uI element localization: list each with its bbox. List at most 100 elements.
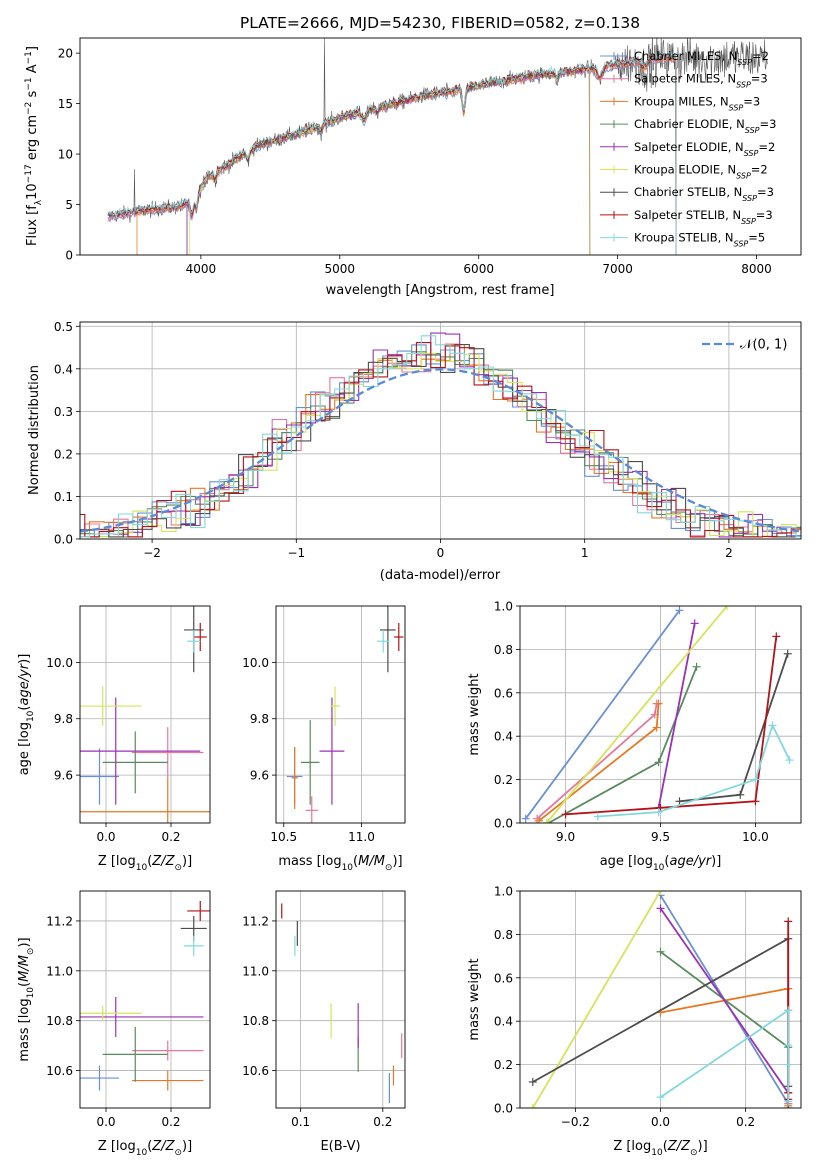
label-part: )] bbox=[711, 854, 721, 869]
model-kroupa-stelib bbox=[107, 51, 677, 255]
spectrum-lines bbox=[107, 38, 768, 255]
y-tick-label: 0.2 bbox=[494, 1058, 513, 1072]
axes-frame bbox=[519, 890, 802, 1109]
series-salpeter-elodie bbox=[657, 623, 696, 808]
legend-label: Salpeter STELIB, NSSP=3 bbox=[634, 208, 773, 226]
label-part: )] bbox=[182, 854, 192, 869]
model-chabrier-miles bbox=[107, 57, 677, 255]
errorbar-chabrier-elodie bbox=[102, 731, 168, 794]
x-tick-label: −0.2 bbox=[561, 1115, 590, 1129]
histograms bbox=[80, 332, 801, 538]
y-tick-label: 0.0 bbox=[494, 817, 513, 831]
x-axis-label: wavelength [Angstrom, rest frame] bbox=[326, 283, 555, 298]
x-tick-label: 0 bbox=[437, 546, 445, 560]
label-part: ⊙ bbox=[174, 1148, 182, 1158]
legend-label: Chabrier STELIB, NSSP=3 bbox=[634, 185, 774, 203]
weight-vs-age-panel: 9.0 9.5 10.0 0.0 0.2 0.4 0.6 0.8 1.0 age [log10(a… bbox=[467, 600, 802, 873]
label-part: −1 bbox=[24, 77, 34, 90]
histogram-kroupa-stelib bbox=[80, 335, 801, 538]
label-part: )] bbox=[17, 937, 32, 947]
histogram-salpeter-stelib bbox=[80, 342, 801, 538]
errorbar-salpeter-miles bbox=[305, 796, 318, 823]
label-part: 10 bbox=[26, 710, 36, 722]
label-part: −1 bbox=[24, 51, 34, 64]
label-part: 10 bbox=[136, 1148, 148, 1158]
label-part: )] bbox=[182, 1139, 192, 1154]
label-part: Z [log bbox=[98, 854, 136, 869]
label-part: ] bbox=[25, 46, 40, 51]
y-axis-label: Normed distribution bbox=[27, 365, 42, 495]
errorbar-chabrier-elodie bbox=[300, 720, 320, 805]
label-part: 10 bbox=[136, 863, 148, 873]
x-tick-label: 0.0 bbox=[96, 830, 115, 844]
label-part: A bbox=[25, 64, 40, 77]
y-axis-label: mass weight bbox=[467, 673, 482, 755]
legend-subscript: SSP bbox=[736, 171, 751, 180]
legend-label: Kroupa STELIB, NSSP=5 bbox=[634, 231, 765, 249]
label-part: age/yr bbox=[17, 662, 32, 705]
x-tick-label: 0.0 bbox=[96, 1115, 115, 1129]
x-tick-label: 0.1 bbox=[291, 1115, 310, 1129]
legend-suffix: =2 bbox=[752, 49, 769, 63]
errorbar-salpeter-stelib bbox=[193, 622, 207, 652]
y-tick-label: 1.0 bbox=[494, 600, 513, 614]
weight-lines bbox=[528, 891, 793, 1108]
model-kroupa-miles bbox=[136, 54, 677, 255]
y-tick-label: 20 bbox=[58, 47, 73, 61]
legend-suffix: =3 bbox=[760, 117, 777, 131]
y-tick-label: 0.2 bbox=[54, 447, 73, 461]
label-part: ⊙ bbox=[26, 948, 36, 956]
label-part: Z/Z bbox=[151, 1139, 175, 1154]
axes-frame bbox=[79, 37, 802, 256]
label-part: ( bbox=[663, 1139, 668, 1154]
series-kroupa-stelib bbox=[659, 1008, 790, 1102]
y-tick-label: 0.5 bbox=[54, 320, 73, 334]
label-part: s bbox=[25, 90, 40, 101]
x-tick-label: 9.5 bbox=[651, 830, 670, 844]
label-part: mass [log bbox=[17, 998, 32, 1061]
errorbar-salpeter-elodie bbox=[80, 997, 204, 1037]
legend-subscript: SSP bbox=[729, 103, 744, 112]
label-part: Normed distribution bbox=[27, 365, 42, 495]
y-tick-label: 0.3 bbox=[54, 405, 73, 419]
x-tick-label: 10.5 bbox=[270, 830, 297, 844]
y-tick-label: 11.2 bbox=[46, 914, 73, 928]
x-axis-label: (data-model)/error bbox=[380, 568, 501, 583]
errorbar-kroupa-miles bbox=[132, 1070, 204, 1091]
axes-frame bbox=[79, 890, 211, 1109]
normal-curve bbox=[80, 368, 801, 533]
y-tick-label: 0.0 bbox=[54, 533, 73, 547]
label-part: wavelength [Angstrom, rest frame] bbox=[326, 283, 555, 298]
label-part: erg cm bbox=[25, 115, 40, 164]
x-axis-label: mass [log10(M/M⊙)] bbox=[278, 854, 402, 873]
y-tick-label: 11.2 bbox=[242, 914, 269, 928]
error-bars bbox=[286, 606, 404, 823]
mass-vs-Z-panel: 0.0 0.210.610.811.011.2Z [log10(Z/Z⊙)]mas… bbox=[17, 890, 211, 1158]
legend-subscript: SSP bbox=[737, 58, 752, 67]
label-part: E(B-V) bbox=[320, 1139, 360, 1154]
x-tick-label: 9.0 bbox=[556, 830, 575, 844]
legend-subscript: SSP bbox=[736, 80, 751, 89]
axes-frame bbox=[275, 605, 406, 824]
y-tick-label: 0.6 bbox=[494, 971, 513, 985]
y-tick-label: 0.6 bbox=[494, 686, 513, 700]
y-tick-label: 10.0 bbox=[242, 656, 269, 670]
label-part: ⊙ bbox=[690, 1148, 698, 1158]
x-tick-label: 5000 bbox=[325, 262, 356, 276]
errorbar-salpeter-stelib bbox=[187, 900, 210, 921]
histogram-salpeter-elodie bbox=[80, 332, 801, 538]
legend-subscript: SSP bbox=[745, 126, 760, 135]
x-tick-label: 0.2 bbox=[736, 1115, 755, 1129]
model-salpeter-stelib bbox=[107, 52, 677, 255]
label-part: ( bbox=[17, 706, 32, 711]
x-axis-label: E(B-V) bbox=[320, 1139, 360, 1154]
label-part: ( bbox=[147, 854, 152, 869]
errorbar-chabrier-miles bbox=[80, 1065, 119, 1091]
x-tick-label: 7000 bbox=[602, 262, 633, 276]
series-salpeter-elodie bbox=[659, 907, 789, 1094]
label-part: mass weight bbox=[467, 958, 482, 1040]
label-part: Z [log bbox=[613, 1139, 651, 1154]
y-tick-label: 10.6 bbox=[242, 1064, 269, 1078]
chart-title: PLATE=2666, MJD=54230, FIBERID=0582, z=0… bbox=[240, 14, 640, 32]
x-tick-label: −1 bbox=[287, 546, 305, 560]
